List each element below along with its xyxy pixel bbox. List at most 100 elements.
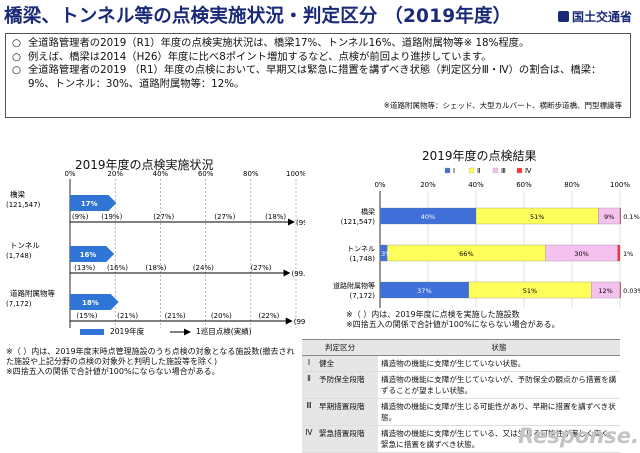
prior-segment-label: (21%) [117,312,138,320]
x-tick-label: 0% [374,181,385,189]
result-value-label: 30% [574,250,588,258]
category-count: (7,172) [349,292,375,300]
result-value-label: 0.1% [623,213,640,221]
label-cell: 緊急措置段階 [316,425,378,453]
result-segment [619,207,621,225]
right-chart-title: 2019年度の点検結果 [422,149,537,163]
legend-prior-label: 1巡目点検(実績) [196,326,252,336]
right-footnote: ※四捨五入の関係で合計値が100%にならない場合がある。 [346,320,560,329]
state-cell: 構造物の機能に支障が生じていないが、予防保全の観点から措置を講ずることが望ましい… [378,371,620,399]
prior-segment-label: (18%) [145,264,166,272]
x-tick-label: 100% [610,181,630,189]
inspection-result-chart: Ⅰ Ⅱ Ⅲ Ⅳ 0% 20% 40% 60% 80% 100% 橋梁 (121,547) 40% 51% 9… [333,167,640,308]
x-tick-label: 20% [420,181,436,189]
page-title: 橋梁、トンネル等の点検実施状況・判定区分 （2019年度） [4,6,512,27]
prior-segment-label: (15%) [76,312,97,320]
label-cell: 予防保全段階 [316,371,378,399]
result-value-label: 0.03% [623,287,640,295]
legend-label: Ⅰ [453,167,455,175]
level-cell: Ⅳ [302,425,316,453]
current-year-bar [70,246,115,262]
label-cell: 早期措置段階 [316,398,378,426]
prior-segment-label: (27%) [214,213,235,221]
level-cell: Ⅲ [302,398,316,426]
state-cell: 構造物の機能に支障が生じる可能性があり、早期に措置を講ずべき状態。 [378,398,620,426]
state-cell: 構造物の機能に支障が生じている、又は生じる可能性が著しく高く、緊急に措置を講ずべ… [378,425,620,453]
ministry-name: 国土交通省 [571,10,632,24]
summary-item: ○ 全道路管理者の2019（R1）年度の点検実施状況は、橋梁17%、トンネル16%… [12,37,624,51]
level-cell: Ⅱ [302,371,316,399]
judgement-table: 判定区分 状態 Ⅰ 健全 構造物の機能に支障が生じていない状態。 Ⅱ 予防保全段階 構造… [302,339,620,453]
legend-current-label: 2019年度 [110,326,145,336]
current-year-value: 16% [80,251,97,259]
summary-text: 例えば、橋梁は2014（H26）年度に比べ8ポイント増加するなど、点検が前回より… [28,50,492,63]
result-value-label: 66% [459,250,473,258]
x-tick-label: 40% [468,181,484,189]
result-segment [619,281,621,299]
prior-segment-label: (24%) [193,264,214,272]
category-count: (121,547) [6,201,41,209]
prior-total-label: (99.7%) [294,318,305,326]
ministry-logo: 国土交通省 [557,8,632,25]
left-chart-title: 2019年度の点検実施状況 [75,158,214,172]
prior-segment-label: (20%) [211,312,232,320]
prior-segment-label: (18%) [265,213,286,221]
x-tick-label: 0% [64,170,75,178]
x-tick-label: 40% [153,170,169,178]
result-value-label: 3% [381,250,391,258]
category-count: (1,748) [349,255,375,263]
legend-label: Ⅳ [525,167,532,175]
x-tick-label: 100% [286,170,305,178]
legend-label: Ⅱ [477,167,480,175]
label-cell: 健全 [316,355,378,372]
prior-segment-label: (19%) [101,213,122,221]
x-tick-label: 60% [516,181,532,189]
right-footnote: ※（ ）内は、2019年度に点検を実施した施設数 [346,310,520,319]
left-footnote: ※（ ）内は、2019年度末時点管理施設のうち点検の対象となる施設数(撤去された… [6,347,295,366]
prior-total-label: (99.5%) [291,270,305,278]
category-label: 橋梁 [10,189,25,199]
bullet-marker: ○ [12,50,21,63]
prior-total-label: (99.9%) [296,219,305,227]
level-cell: Ⅰ [302,355,316,372]
legend-swatch [492,167,499,174]
category-label: トンネル [347,245,375,253]
bullet-marker: ○ [12,64,21,77]
table-row: Ⅳ 緊急措置段階 構造物の機能に支障が生じている、又は生じる可能性が著しく高く、緊急… [302,425,620,453]
result-value-label: 40% [421,213,435,221]
result-value-label: 51% [523,287,537,295]
category-label: 道路附属物等 [333,281,375,290]
category-count: (7,172) [6,300,32,308]
ministry-mark-icon [557,11,569,22]
table-row: Ⅰ 健全 構造物の機能に支障が生じていない状態。 [302,355,620,372]
table-row: Ⅲ 早期措置段階 構造物の機能に支障が生じる可能性があり、早期に措置を講ずべき状態。 [302,398,620,426]
legend-label: Ⅲ [501,167,506,175]
inspection-status-chart: 0% 20% 40% 60% 80% 100% 橋梁 (121,547) 17% (9%) (19%… [6,170,305,336]
prior-segment-label: (16%) [107,264,128,272]
legend-swatch [468,167,475,174]
summary-box: ○ 全道路管理者の2019（R1）年度の点検実施状況は、橋梁17%、トンネル16%… [5,33,631,118]
x-tick-label: 20% [107,170,123,178]
table-header-state: 状態 [378,339,620,356]
result-segment [617,244,621,262]
summary-item: ○ 全道路管理者の2019 （R1）年度の点検において、早期又は緊急に措置を講ずべ… [12,64,624,91]
summary-text: 全道路管理者の2019 （R1）年度の点検において、早期又は緊急に措置を講ずべき… [28,64,602,90]
legend-swatch [516,167,523,174]
current-year-bar [70,195,117,211]
table-header-category: 判定区分 [302,339,378,356]
result-value-label: 12% [598,287,612,295]
x-tick-label: 60% [198,170,214,178]
summary-text: 全道路管理者の2019（R1）年度の点検実施状況は、橋梁17%、トンネル16%、… [28,37,530,49]
prior-segment-label: (9%) [72,213,89,221]
result-value-label: 37% [417,287,431,295]
result-value-label: 9% [604,213,614,221]
x-tick-label: 80% [564,181,580,189]
result-value-label: 51% [530,213,544,221]
current-year-bar [70,294,119,310]
prior-segment-label: (13%) [74,264,95,272]
table-header-row: 判定区分 状態 [302,339,620,356]
result-value-label: 1% [623,250,633,258]
state-cell: 構造物の機能に支障が生じていない状態。 [378,355,620,372]
prior-segment-label: (22%) [258,312,279,320]
category-count: (1,748) [6,252,32,260]
